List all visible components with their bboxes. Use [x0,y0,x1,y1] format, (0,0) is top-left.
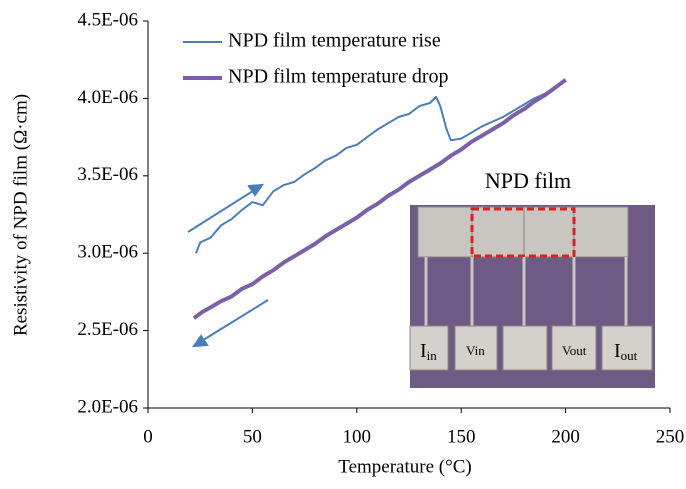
y-tick-label: 2.5E-06 [77,319,138,340]
series-line [192,78,567,320]
y-tick-label: 4.5E-06 [77,9,138,30]
pad-label-sub: in [427,348,438,363]
inset-title: NPD film [485,168,571,193]
pad-label: Vout [562,343,587,358]
x-tick-label: 0 [143,426,153,447]
pad-label: Iin [420,340,437,363]
x-tick-label: 200 [551,426,580,447]
y-tick-label: 2.0E-06 [77,396,138,417]
legend-label: NPD film temperature drop [228,66,449,88]
pad-label-main: Vin [466,343,485,358]
pads [409,325,653,371]
pad-label-sub: out [621,348,638,363]
x-tick-label: 100 [343,426,372,447]
x-tick-label: 250 [656,426,685,447]
measured-region [470,207,576,258]
leads [424,257,628,326]
x-tick-label: 150 [447,426,476,447]
y-tick-label: 4.0E-06 [77,87,138,108]
pad-label: Vin [466,343,485,358]
pad-label-main: Vout [562,343,587,358]
pad-label-main: I [614,340,621,362]
legend-label: NPD film temperature rise [228,30,441,52]
pad-label: Iout [614,340,638,363]
arrows [187,183,269,348]
pad-label-main: I [420,340,427,362]
y-tick-label: 3.0E-06 [77,242,138,263]
inset-photo [409,205,655,388]
film-strip [417,206,629,258]
y-axis-title: Resistivity of NPD film (Ω·cm) [10,94,31,336]
x-tick-label: 50 [243,426,262,447]
series-line [195,79,567,254]
x-axis-title: Temperature (°C) [338,456,471,477]
y-tick-label: 3.5E-06 [77,164,138,185]
